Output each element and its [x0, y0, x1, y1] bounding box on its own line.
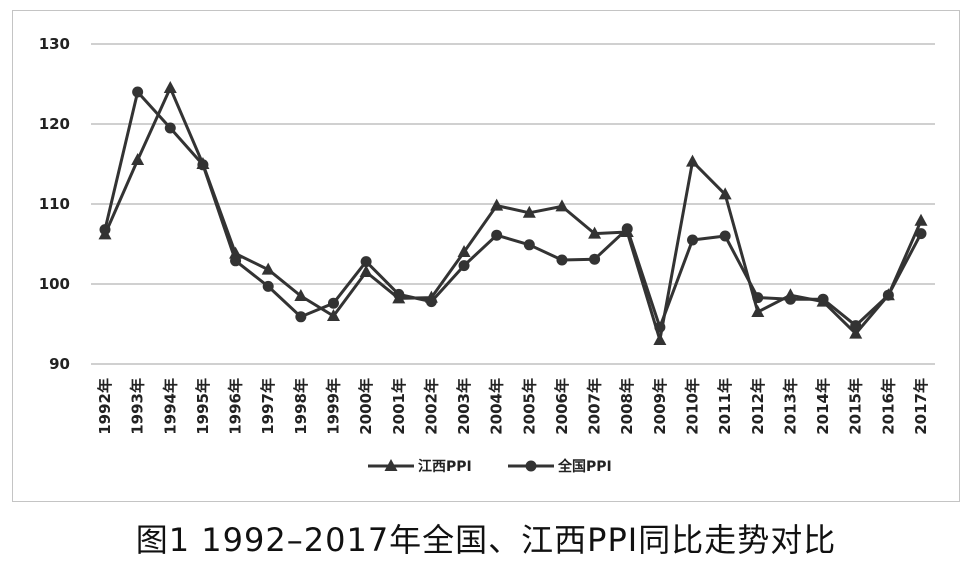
- data-point: [326, 309, 340, 321]
- x-tick-label: 1998年: [292, 378, 310, 435]
- data-point: [718, 187, 732, 200]
- legend-label: 全国PPI: [557, 458, 612, 475]
- y-tick-label: 90: [49, 355, 70, 373]
- data-point: [849, 326, 863, 339]
- grid-lines: [91, 43, 935, 365]
- data-point: [522, 205, 536, 218]
- data-point: [653, 333, 667, 345]
- x-axis-ticks: 1992年 1993年 1994年 1995年 1996年 1997年 1998年 1999年…: [96, 378, 930, 435]
- x-tick-label: 2006年: [553, 378, 571, 435]
- data-point: [163, 81, 177, 93]
- x-tick-label: 2007年: [586, 378, 604, 435]
- series-line: [103, 86, 923, 342]
- data-point: [458, 260, 470, 272]
- x-tick-label: 1994年: [161, 378, 179, 435]
- x-tick-label: 2009年: [651, 378, 669, 435]
- series-2: [99, 86, 927, 333]
- x-tick-label: 1993年: [129, 378, 147, 435]
- x-tick-label: 2017年: [912, 378, 930, 435]
- data-point: [654, 321, 666, 333]
- y-axis-ticks: 90 100 110 120 130: [39, 35, 70, 373]
- data-point: [751, 305, 765, 317]
- legend-marker: [525, 460, 537, 472]
- line-chart: 90 100 110 120 130 1992年 1993年 1994年 1995年 1996年…: [39, 35, 935, 475]
- x-tick-label: 2014年: [814, 378, 832, 435]
- data-point: [425, 296, 437, 308]
- data-point: [523, 239, 535, 251]
- data-point: [784, 293, 796, 305]
- x-tick-label: 1996年: [227, 378, 245, 435]
- data-point: [817, 293, 829, 305]
- data-point: [752, 292, 764, 304]
- data-point: [132, 86, 144, 98]
- x-tick-label: 2015年: [847, 378, 865, 435]
- data-point: [686, 154, 700, 167]
- x-tick-label: 2010年: [684, 378, 702, 435]
- x-tick-label: 2004年: [488, 378, 506, 435]
- data-point: [295, 311, 307, 323]
- x-tick-label: 2000年: [357, 378, 375, 435]
- x-tick-label: 1997年: [259, 378, 277, 435]
- data-point: [360, 256, 372, 268]
- data-point: [457, 245, 471, 257]
- x-tick-label: 2013年: [781, 378, 799, 435]
- data-point: [230, 255, 242, 267]
- data-point: [882, 289, 894, 301]
- data-point: [719, 230, 731, 242]
- y-tick-label: 120: [39, 115, 70, 133]
- x-tick-label: 2008年: [618, 378, 636, 435]
- x-tick-label: 2002年: [422, 378, 440, 435]
- legend-marker: [384, 459, 398, 471]
- data-point: [589, 253, 601, 265]
- series-lines: [98, 81, 928, 345]
- x-tick-label: 2005年: [520, 378, 538, 435]
- data-point: [555, 199, 569, 212]
- y-tick-label: 110: [39, 195, 70, 213]
- data-point: [359, 265, 373, 277]
- x-tick-label: 2011年: [716, 378, 734, 435]
- data-point: [393, 288, 405, 300]
- x-tick-label: 2012年: [749, 378, 767, 435]
- data-point: [588, 226, 602, 239]
- data-point: [621, 223, 633, 235]
- data-point: [490, 198, 504, 211]
- data-point: [131, 153, 145, 165]
- data-point: [915, 228, 927, 240]
- data-point: [261, 262, 275, 275]
- legend: 江西PPI 全国PPI: [368, 458, 612, 475]
- data-point: [197, 159, 209, 171]
- x-tick-label: 1999年: [324, 378, 342, 435]
- data-point: [262, 280, 274, 292]
- data-point: [294, 289, 308, 301]
- data-point: [164, 122, 176, 134]
- data-point: [491, 229, 503, 241]
- x-tick-label: 2001年: [390, 378, 408, 435]
- x-tick-label: 2003年: [455, 378, 473, 435]
- legend-item-2: 全国PPI: [508, 458, 612, 475]
- legend-item-1: 江西PPI: [368, 458, 472, 475]
- x-tick-label: 1995年: [194, 378, 212, 435]
- chart-frame: 90 100 110 120 130 1992年 1993年 1994年 1995年 1996年…: [12, 10, 960, 502]
- y-tick-label: 130: [39, 35, 70, 53]
- figure-caption: 图1 1992–2017年全国、江西PPI同比走势对比: [135, 521, 837, 559]
- x-tick-label: 2016年: [879, 378, 897, 435]
- legend-label: 江西PPI: [418, 458, 472, 475]
- data-point: [850, 320, 862, 332]
- x-tick-label: 1992年: [96, 378, 114, 435]
- series-1: [98, 81, 928, 345]
- data-point: [99, 224, 111, 236]
- data-point: [327, 297, 339, 309]
- data-point: [687, 234, 699, 246]
- data-point: [556, 254, 568, 266]
- y-tick-label: 100: [39, 275, 70, 293]
- data-point: [914, 213, 928, 226]
